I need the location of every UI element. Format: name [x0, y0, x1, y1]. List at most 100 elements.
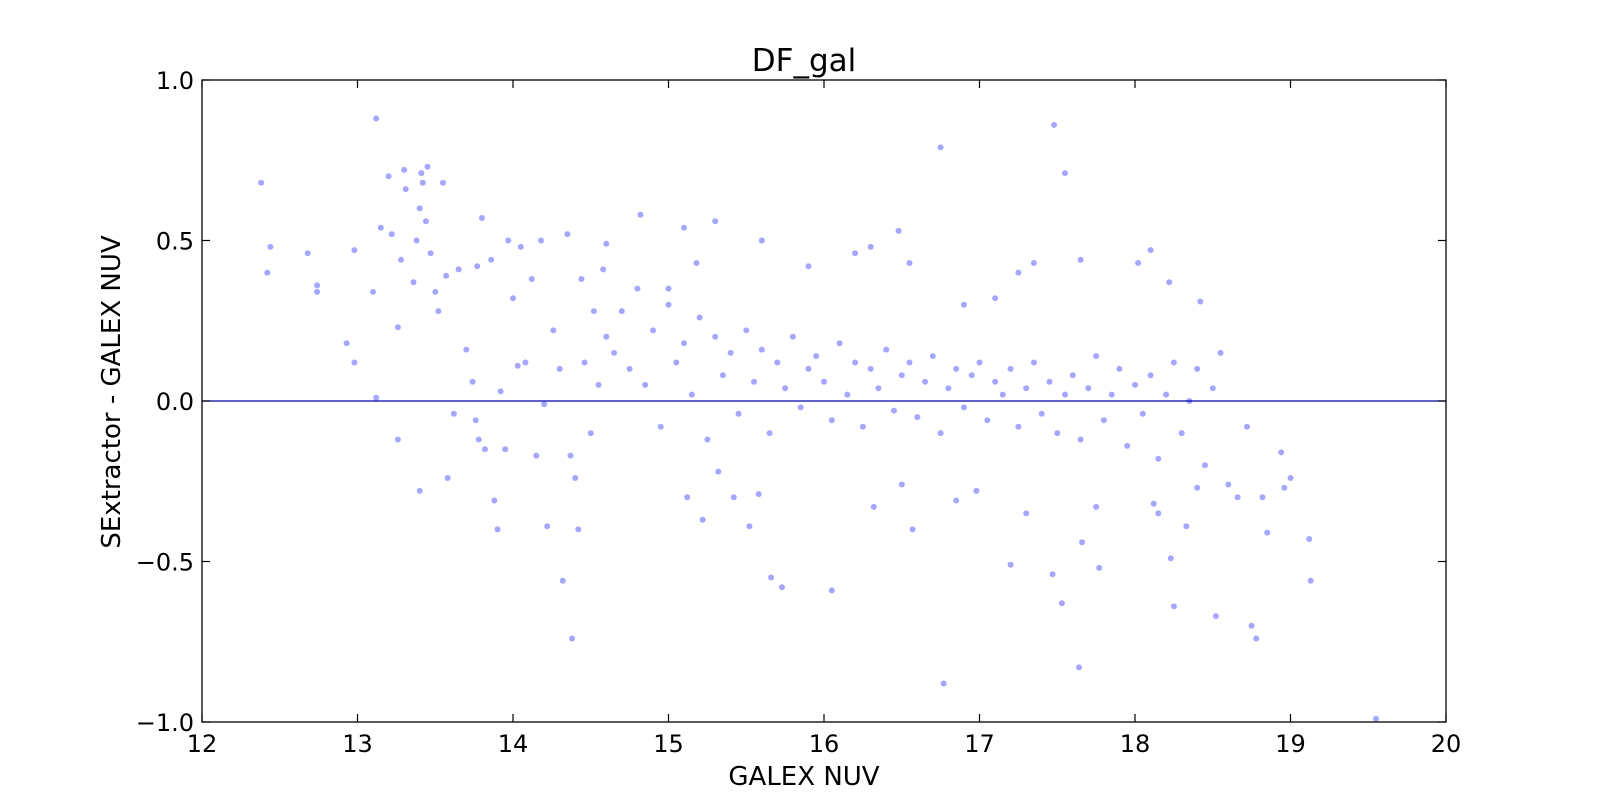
data-point: [642, 381, 649, 388]
data-point: [1058, 600, 1065, 607]
data-point: [953, 365, 960, 372]
data-point: [463, 346, 470, 353]
data-point: [712, 218, 719, 225]
data-point: [1150, 500, 1157, 507]
data-point: [1054, 430, 1061, 437]
data-point: [450, 410, 457, 417]
data-point: [953, 497, 960, 504]
data-point: [665, 301, 672, 308]
data-point: [1046, 378, 1053, 385]
data-point: [1178, 430, 1185, 437]
data-point: [522, 359, 529, 366]
data-point: [665, 285, 672, 292]
data-point: [746, 523, 753, 530]
data-point: [681, 340, 687, 347]
data-point: [1007, 365, 1014, 372]
data-point: [444, 475, 451, 481]
data-point: [1167, 555, 1174, 562]
data-point: [1163, 391, 1170, 398]
data-point: [564, 231, 571, 238]
data-point: [581, 359, 588, 366]
x-axis-title: GALEX NUV: [728, 762, 879, 792]
data-point: [343, 340, 350, 347]
data-point: [906, 359, 913, 366]
data-point: [517, 243, 524, 250]
x-tick-label: 19: [1275, 730, 1306, 758]
data-point: [600, 266, 607, 273]
data-point: [1194, 365, 1201, 372]
data-point: [502, 446, 509, 453]
data-point: [416, 205, 423, 212]
data-point: [704, 436, 711, 443]
data-point: [1155, 510, 1162, 517]
y-tick-label: −1.0: [136, 709, 194, 737]
data-point: [1030, 359, 1037, 366]
data-point: [1170, 359, 1177, 366]
data-point: [1307, 577, 1314, 584]
data-point: [828, 587, 835, 594]
data-point: [696, 314, 703, 321]
data-point: [684, 494, 691, 501]
data-point: [867, 243, 874, 250]
data-point: [782, 385, 789, 392]
data-point: [482, 446, 488, 453]
y-axis-title: SExtractor - GALEX NUV: [97, 235, 127, 549]
data-point: [867, 365, 874, 372]
data-point: [567, 452, 574, 459]
data-point: [443, 272, 450, 279]
data-point: [1259, 494, 1266, 501]
data-point: [973, 487, 980, 494]
data-point: [455, 266, 462, 273]
x-tick-label: 12: [187, 730, 218, 758]
data-point: [940, 680, 947, 687]
data-point: [541, 401, 548, 408]
data-point: [727, 349, 734, 356]
data-point: [1093, 503, 1100, 510]
data-point: [373, 115, 380, 122]
data-point: [595, 381, 602, 388]
y-tick-label: 0.0: [156, 388, 194, 416]
data-point: [1076, 664, 1082, 671]
y-tick-label: 1.0: [156, 67, 194, 95]
data-point: [1135, 260, 1142, 266]
data-point: [836, 340, 843, 347]
data-point: [1281, 484, 1288, 491]
data-point: [1124, 442, 1131, 449]
data-point: [478, 215, 485, 221]
data-point: [267, 243, 274, 250]
data-point: [1132, 381, 1138, 388]
data-point: [491, 497, 498, 504]
data-point: [1155, 455, 1162, 462]
data-point: [758, 346, 765, 353]
data-point: [1069, 372, 1076, 379]
data-point: [1108, 391, 1115, 398]
data-point: [699, 516, 706, 523]
data-point: [813, 353, 820, 360]
data-point: [618, 308, 625, 315]
data-point: [984, 417, 991, 424]
data-point: [688, 391, 695, 398]
data-point: [1209, 385, 1216, 392]
data-point: [401, 166, 408, 173]
data-point: [650, 327, 656, 334]
data-point: [891, 407, 897, 414]
data-point: [870, 503, 877, 510]
data-point: [1038, 410, 1045, 417]
data-point: [314, 288, 321, 295]
data-point: [572, 475, 579, 481]
data-point: [1183, 523, 1190, 530]
chart-title: DF_gal: [752, 43, 857, 79]
data-point: [968, 372, 975, 379]
data-point: [370, 288, 376, 295]
data-point: [774, 359, 781, 366]
data-point: [1077, 436, 1084, 443]
data-point: [514, 362, 521, 369]
data-point: [1217, 349, 1224, 356]
data-point: [1030, 260, 1037, 266]
data-point: [1170, 603, 1177, 610]
data-point: [844, 391, 851, 398]
data-point: [1015, 423, 1022, 430]
data-point: [758, 237, 765, 244]
data-point: [394, 324, 401, 331]
data-point: [528, 276, 535, 282]
